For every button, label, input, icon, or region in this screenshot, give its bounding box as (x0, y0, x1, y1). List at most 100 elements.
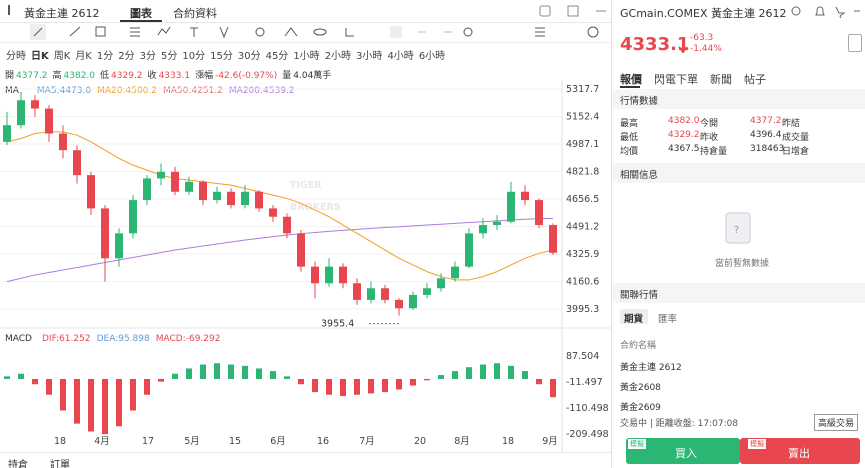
macd-bar (130, 378, 136, 411)
ma-line (6, 217, 554, 283)
macd-bar (312, 378, 318, 393)
timeframe[interactable]: 月K (75, 51, 92, 62)
change: -63.3 (690, 33, 714, 43)
candle-body (549, 225, 557, 253)
divider (0, 452, 612, 453)
candle-body (283, 216, 291, 234)
price-tick: 4656.5 (566, 194, 599, 205)
symbol-tab[interactable]: 黃金主連 2612 (24, 7, 100, 20)
timeframe[interactable]: 10分 (182, 51, 206, 62)
date-label: 7月 (359, 436, 375, 447)
macd-item: DEA:95.898 (96, 334, 150, 344)
ma-line (6, 131, 554, 281)
candle-body (297, 233, 305, 267)
contract-tab[interactable]: 合約資料 (173, 7, 217, 20)
timeframe-bar: 分時 日K 周K 月K 1分 2分 3分 5分 10分 15分 30分 45分 1小時 2小時 3小時 4小時… (6, 47, 450, 62)
header-icons[interactable] (790, 4, 862, 18)
empty-text: 當前暫無數據 (715, 259, 770, 269)
info-value: 4382.0 (63, 71, 96, 81)
candle-body (185, 181, 193, 192)
positions-tab[interactable]: 持倉 (8, 460, 28, 468)
macd-tick: -110.498 (566, 403, 609, 414)
quote-label: 最低 (620, 133, 639, 143)
fx-tab[interactable]: 匯率 (658, 314, 678, 325)
quote-value: 4377.2 (750, 116, 782, 126)
kline-chart: TIGER BROKERS 5317.7 5152.4 4987.1 4821.8 46… (0, 80, 612, 452)
timeframe[interactable]: 周K (53, 51, 71, 62)
timeframe[interactable]: 30分 (237, 51, 261, 62)
macd-bar (550, 378, 556, 398)
quote-label: 昨結 (782, 119, 801, 129)
info-label: 開 (5, 71, 15, 81)
window-icons[interactable] (538, 4, 608, 18)
candle-body (171, 171, 179, 192)
buy-badge: 模擬 (628, 439, 646, 449)
advanced-button[interactable]: 高級交易 (814, 414, 859, 431)
futures-tab[interactable]: 期貨 (624, 314, 644, 325)
quote-tab[interactable]: 帖子 (744, 73, 766, 86)
linked-title: 關聯行情 (620, 290, 659, 301)
timeframe[interactable]: 3小時 (356, 51, 383, 62)
candle-body (31, 100, 39, 109)
quote-tab[interactable]: 閃電下單 (654, 73, 698, 86)
ma-item: MA20:4500.2 (97, 86, 157, 96)
section-bar (612, 163, 865, 183)
expand-icon[interactable] (848, 34, 862, 52)
candle-body (227, 191, 235, 206)
macd-bar (242, 365, 248, 379)
timeframe[interactable]: 45分 (265, 51, 289, 62)
timeframe[interactable]: 2小時 (324, 51, 352, 62)
macd-bar (508, 365, 514, 379)
timeframe[interactable]: 6小時 (418, 51, 446, 62)
menu-icon[interactable] (8, 5, 16, 15)
macd-bar (200, 364, 206, 379)
timeframe[interactable]: 1小時 (293, 51, 320, 62)
candle-body (199, 181, 207, 201)
info-label: 高 (52, 71, 62, 81)
toolbar[interactable] (0, 23, 612, 41)
macd-bar (32, 378, 38, 385)
empty-icon: ? (725, 212, 751, 244)
info-label: 低 (100, 71, 110, 81)
price-tick: 4325.9 (566, 249, 599, 260)
timeframe[interactable]: 4小時 (387, 51, 414, 62)
date-label: 5月 (184, 436, 200, 447)
timeframe[interactable]: 15分 (210, 51, 233, 62)
chart-tab[interactable]: 圖表 (130, 7, 152, 20)
candle-body (3, 125, 11, 142)
price-tick: 5152.4 (566, 112, 599, 123)
candle-body (381, 288, 389, 300)
macd-tick: -11.497 (566, 377, 603, 388)
divider (0, 42, 612, 43)
macd-bar (228, 364, 234, 379)
candle-body (17, 100, 25, 126)
quote-label: 日增倉 (782, 147, 810, 157)
quote-tab[interactable]: 報價 (620, 73, 642, 86)
quote-value: 4382.0 (668, 116, 700, 126)
quote-label: 昨收 (700, 133, 719, 143)
timeframe[interactable]: 1分 (96, 51, 114, 62)
macd-bar (74, 378, 80, 424)
timeframe[interactable]: 日K (31, 51, 49, 62)
timeframe[interactable]: 2分 (118, 51, 135, 62)
macd-bar (536, 378, 542, 385)
section-bar (612, 283, 865, 303)
macd-legend: MACD DIF:61.252 DEA:95.898 MACD:-69.292 (5, 334, 226, 344)
timeframe[interactable]: 3分 (139, 51, 156, 62)
panel-divider (611, 0, 612, 468)
candle-body (395, 299, 403, 309)
macd-bar (382, 378, 388, 393)
macd-bar (4, 376, 10, 379)
related-title: 相關信息 (620, 170, 659, 181)
quote-tab[interactable]: 新聞 (710, 73, 732, 86)
candle-body (535, 200, 543, 226)
macd-bar (88, 378, 94, 432)
timeframe[interactable]: 5分 (161, 51, 178, 62)
tab-underline (120, 20, 162, 22)
date-label: 18 (502, 436, 514, 447)
orders-tab[interactable]: 訂單 (50, 460, 70, 468)
linked-cell: 黃金2608 (620, 383, 661, 393)
macd-item: DIF:61.252 (41, 334, 91, 344)
linked-cell: 黃金2609 (620, 403, 661, 413)
timeframe[interactable]: 分時 (6, 51, 26, 62)
